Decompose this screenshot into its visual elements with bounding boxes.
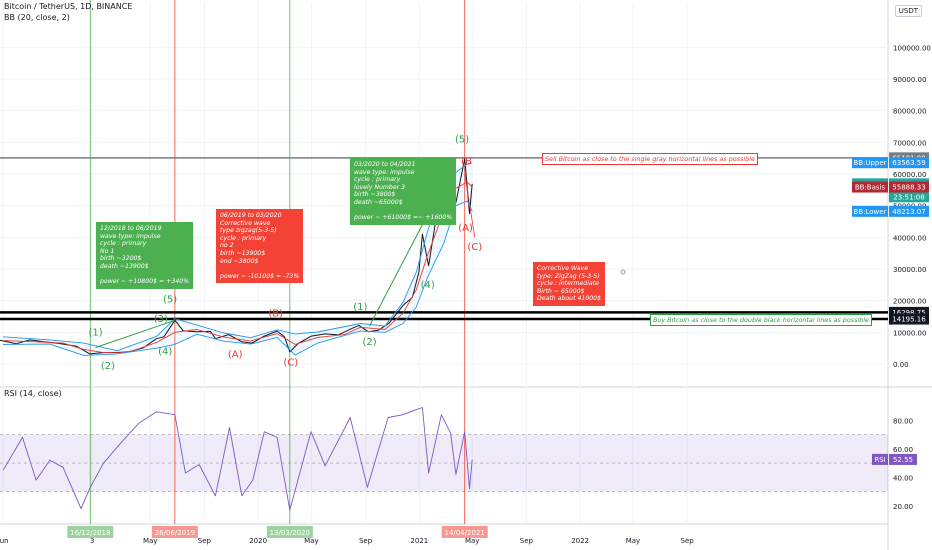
y-tick-label: 40000.00 [893, 234, 926, 242]
rsi-value-text: 52.55 [893, 456, 913, 464]
price-badge [889, 157, 929, 169]
x-tick-label: May [626, 537, 640, 545]
price-badge-label: 23:51:08 [893, 193, 924, 201]
y-tick-label: 60000.00 [893, 171, 926, 179]
y-tick-label: 80000.00 [893, 108, 926, 116]
price-badge-label: 16298.75 [892, 309, 925, 317]
x-tick-label: Sep [520, 537, 534, 545]
price-badge-label: BB:Basis [855, 184, 886, 192]
x-tick-label: 2022 [571, 537, 589, 545]
wave-label[interactable]: (5) [455, 134, 469, 145]
wave-trend-line [369, 224, 423, 327]
series-bb-basis [3, 181, 473, 354]
wave-label[interactable]: (4) [158, 347, 172, 358]
price-badge-label: 48213.07 [892, 208, 925, 216]
rsi-tick-label: 60.00 [893, 446, 913, 454]
currency-button[interactable]: USDT [894, 5, 922, 17]
wave-label[interactable]: (2) [101, 361, 115, 372]
wave-label[interactable]: (C) [283, 358, 298, 369]
price-badge [889, 205, 929, 217]
wave-label[interactable]: (1) [353, 302, 367, 313]
y-tick-label: 100000.00 [893, 44, 931, 52]
price-badge [852, 181, 888, 193]
price-badge [889, 191, 929, 203]
price-badge-label: 55888.33 [892, 184, 925, 192]
rsi-label-badge [872, 453, 888, 465]
sell-note[interactable]: Sell Bitcoin as close to the single gray… [542, 153, 758, 165]
annotation-wave-3[interactable]: 03/2020 to 04/2021 wave type: impulse cy… [350, 158, 457, 225]
price-badge [852, 205, 888, 217]
x-tick-label: May [465, 537, 479, 545]
y-tick-label: 90000.00 [893, 76, 926, 84]
wave-trend-line [95, 319, 176, 349]
x-tick-label: 3 [90, 537, 94, 545]
date-marker-badge [266, 526, 313, 538]
date-marker-badge [441, 526, 488, 538]
annotation-wave-2[interactable]: 06/2019 to 03/2020 Corrective wave type … [216, 209, 304, 284]
price-badge-label: BB:Lower [854, 208, 887, 216]
price-badge-label: 14195.16 [892, 316, 926, 324]
y-tick-label: 30000.00 [893, 266, 926, 274]
rsi-tick-label: 20.00 [893, 503, 913, 511]
date-marker-label: 16/12/2018 [70, 529, 110, 537]
bb-indicator-legend[interactable]: BB (20, close, 2) [4, 13, 70, 22]
price-badge [852, 157, 888, 169]
price-badge-label: BB:Upper [853, 159, 886, 167]
wave-label[interactable]: (2) [362, 337, 376, 348]
price-badge-label: 63563.59 [892, 159, 925, 167]
x-tick-label: Sep [198, 537, 212, 545]
date-marker-badge [151, 526, 198, 538]
series-bb-lower [3, 200, 473, 356]
wave-label[interactable]: (A) [228, 350, 243, 361]
x-tick-label: Sep [359, 537, 373, 545]
x-tick-label: May [143, 537, 157, 545]
price-badge [889, 313, 929, 325]
annotation-corrective-wave[interactable]: Corrective Wave type: ZigZag (5-3-5) cyc… [533, 262, 606, 306]
x-tick-label: Sep [681, 537, 695, 545]
wave-label[interactable]: (4) [421, 280, 435, 291]
x-tick-label: 2021 [410, 537, 428, 545]
cursor-marker [620, 269, 626, 275]
x-tick-label: 2020 [249, 537, 267, 545]
series-rsi [2, 407, 473, 511]
x-tick-label: May [304, 537, 318, 545]
wave-label[interactable]: (A) [458, 223, 473, 234]
date-marker-label: 26/06/2019 [155, 529, 195, 537]
price-badge [889, 306, 929, 318]
rsi-label-text: RSI [874, 456, 885, 464]
rsi-tick-label: 80.00 [893, 417, 913, 425]
wave-trend-line [464, 173, 476, 238]
wave-label[interactable]: (C) [467, 242, 482, 253]
rsi-value-badge [889, 453, 917, 465]
price-badge [889, 181, 929, 193]
wave-label[interactable]: (1) [88, 328, 102, 339]
wave-label[interactable]: (3) [154, 314, 168, 325]
y-tick-label: 10000.00 [893, 329, 926, 337]
rsi-legend[interactable]: RSI (14, close) [4, 389, 62, 398]
date-marker-label: 14/04/2021 [445, 529, 485, 537]
y-tick-label: 20000.00 [893, 298, 926, 306]
wave-label[interactable]: (B) [268, 309, 283, 320]
y-tick-label: 70000.00 [893, 139, 926, 147]
wave-label[interactable]: (B [461, 157, 472, 168]
wave-label[interactable]: (5) [163, 294, 177, 305]
y-tick-label: 0.00 [893, 361, 909, 369]
x-tick-label: Jun [0, 537, 9, 545]
buy-note[interactable]: Buy Bitcoin as close to the double black… [650, 314, 872, 326]
annotation-wave-1[interactable]: 12/2018 to 06/2019 wave type: impulse cy… [96, 222, 194, 289]
date-marker-badge [67, 526, 114, 538]
date-marker-label: 13/03/2020 [270, 529, 310, 537]
symbol-title[interactable]: Bitcoin / TetherUS, 1D, BINANCE [4, 2, 133, 11]
rsi-tick-label: 40.00 [893, 474, 913, 482]
